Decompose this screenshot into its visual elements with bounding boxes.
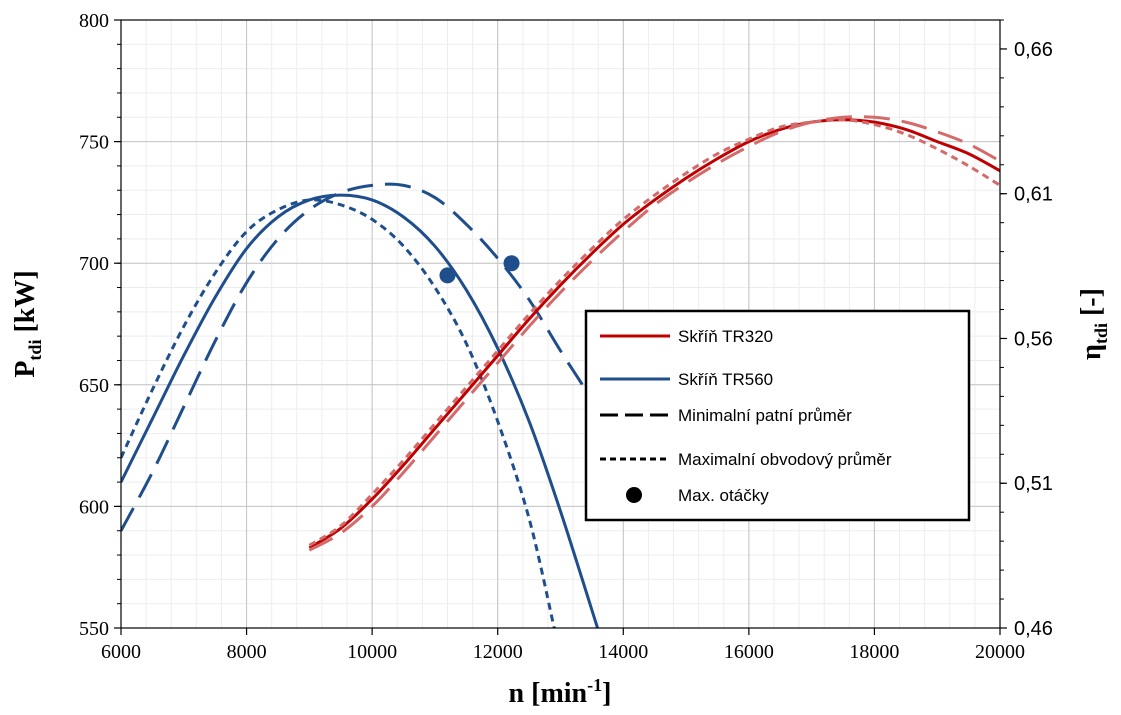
legend-swatch-max-speed [626,487,642,503]
y-left-tick-label: 750 [79,132,109,154]
y-axis-left-title-tail: [kW] [10,270,41,339]
x-tick-label: 20000 [975,641,1025,663]
x-tick-label: 18000 [849,641,899,663]
x-tick-label: 16000 [724,641,774,663]
legend-label-max-diameter: Maximalní obvodový průměr [678,450,892,469]
axis-ticks [114,19,1007,635]
marker-layer [439,255,520,284]
legend-label-tr320: Skříň TR320 [678,327,773,346]
series-line-tr560-long-dash [121,182,587,532]
legend-label-min-diameter: Minimalní patní průměr [678,406,852,425]
series-line-tr320-long-dash [308,115,1000,552]
series-line-tr560-solid [121,193,599,628]
y-left-tick-label: 550 [79,618,109,640]
y-left-tick-label: 800 [79,10,109,32]
y-axis-left-title-sub: tdi [25,340,45,361]
y-right-tick-label: 0,46 [1014,618,1053,640]
x-axis-title-sup: -1 [587,675,602,695]
series-line-tr320-solid [308,118,1000,550]
max-speed-marker [503,255,520,272]
legend-label-max-speed: Max. otáčky [678,486,769,505]
y-right-tick-label: 0,51 [1014,473,1053,495]
legend-label-tr560: Skříň TR560 [678,370,773,389]
y-axis-left-title-main: P [10,361,41,378]
y-axis-left-title: Ptdi [kW] [10,270,45,377]
y-right-tick-label: 0,66 [1014,39,1053,61]
x-axis-title-main: n [min [509,678,588,709]
y-left-tick-label: 700 [79,253,109,275]
plot-frame [120,19,1001,629]
series-line-tr560-short-dash [121,198,556,628]
y-axis-right-title-main: η [1076,344,1107,360]
series-line-tr320-short-dash [308,118,1000,547]
legend-box [584,309,971,522]
x-tick-label: 10000 [347,641,397,663]
y-right-tick-label: 0,61 [1014,184,1053,206]
y-axis-right-title-sub: tdi [1091,323,1111,344]
x-axis-title-tail: ] [602,678,611,709]
y-axis-right-title-tail: [-] [1076,288,1107,323]
x-tick-label: 6000 [101,641,141,663]
y-axis-right-title: ηtdi [-] [1076,288,1111,360]
x-tick-label: 8000 [227,641,267,663]
axis-tick-labels: 6000 8000 10000 12000 14000 16000 18000 20000 55… [79,10,1053,663]
x-axis-title: n [min-1] [509,675,612,709]
y-right-tick-label: 0,56 [1014,328,1053,350]
x-tick-label: 14000 [598,641,648,663]
legend: Skříň TR320 Skříň TR560 Minimalní patní … [584,309,971,522]
y-left-tick-label: 650 [79,375,109,397]
max-speed-marker [439,267,456,284]
x-tick-label: 12000 [473,641,523,663]
y-left-tick-label: 600 [79,496,109,518]
series-layer [121,115,1000,628]
